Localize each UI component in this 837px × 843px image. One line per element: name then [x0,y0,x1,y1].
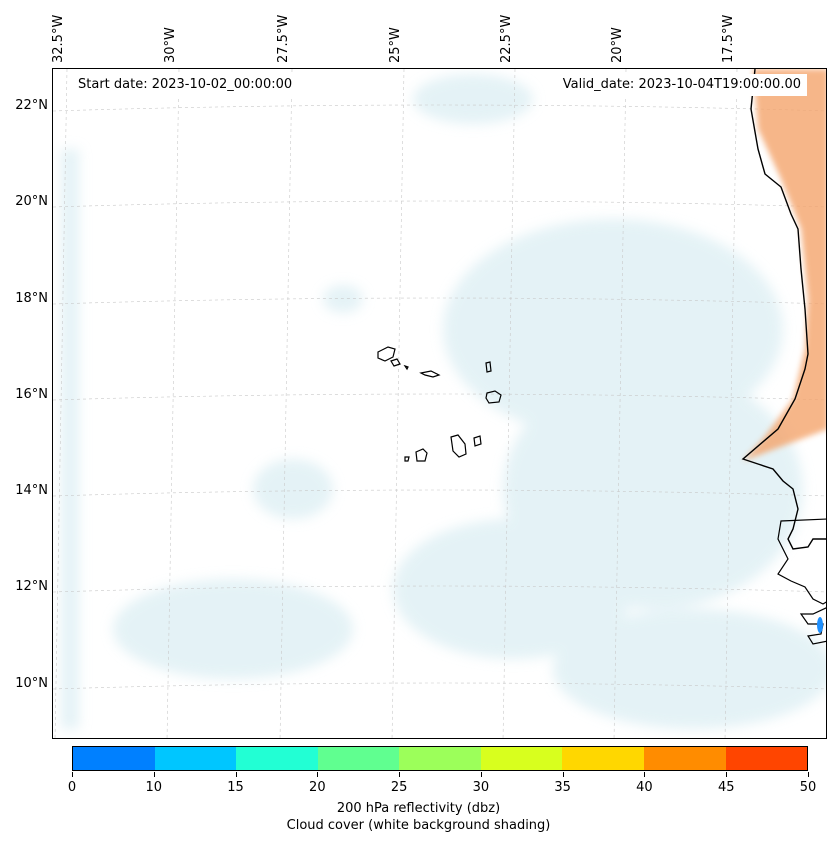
colorbar-tick [235,772,237,777]
lat-label: 14°N [15,483,48,498]
colorbar-segment [399,747,481,770]
lon-label: 22.5°W [499,14,514,63]
cloud-patch-mid [253,459,333,519]
colorbar-segment [154,747,237,770]
meridian-line [613,69,627,738]
reflectivity-echo-small [817,617,823,633]
colorbar-tick [317,772,319,777]
colorbar-tick [726,772,728,777]
cloud-patch-south-central [393,519,633,659]
parallel-line [53,393,826,401]
island-santiago [450,434,467,458]
parallel-line [53,297,826,305]
island-sal [485,361,492,373]
colorbar-tick [808,772,809,777]
colorbar-segment [562,747,644,770]
reflectivity-land-area [743,69,826,461]
parallel-line [53,489,826,497]
parallel-line [53,104,826,112]
cape-verde-islands [377,346,502,462]
colorbar-tick-label: 15 [227,780,244,795]
lat-label: 16°N [15,387,48,402]
island-boa-vista [485,390,502,404]
coastline-guinea-bissau [777,518,826,605]
cloud-cover-shading [61,74,826,729]
cloud-band-west [61,149,79,729]
cloud-patch-southwest [113,579,353,679]
island-maio [473,435,482,447]
colorbar-tick-label: 50 [799,780,817,795]
colorbar-segment [643,747,726,770]
meridian-line [391,69,405,738]
map-canvas [53,69,826,738]
colorbar-tick-label: 10 [145,780,163,795]
colorbar-tick-label: 45 [717,780,735,795]
colorbar-tick-label: 40 [636,780,653,795]
map-panel [52,68,827,739]
lon-label: 30°W [163,27,178,63]
colorbar-segment [725,747,808,770]
colorbar-tick [480,772,482,777]
colorbar-tick-label: 20 [309,780,326,795]
lon-label: 32.5°W [51,14,66,63]
cloud-patch-south [553,609,826,729]
lat-label: 18°N [15,291,48,306]
colorbar-tick-label: 25 [390,780,408,795]
lat-label: 20°N [15,194,48,209]
parallel-line [53,200,826,208]
colorbar-segment [73,747,155,770]
valid-date-label: Valid_date: 2023-10-04T19:00:00.00 [556,74,807,96]
meridian-line [724,69,738,738]
colorbar-segment [317,747,400,770]
meridian-line [279,69,293,738]
parallel-line [53,585,826,593]
meridian-line [54,69,68,738]
colorbar-tick [153,772,155,777]
island-fogo [415,448,428,462]
colorbar-tick-label: 0 [67,780,77,795]
meridian-line [502,69,516,738]
island-sao-vicente [390,358,401,367]
island-santo-antao [377,346,396,362]
lon-label: 25°W [388,27,403,63]
colorbar-tick-label: 35 [554,780,571,795]
colorbar-segment [236,747,318,770]
island-sao-nicolau [419,370,441,378]
lon-label: 17.5°W [721,14,736,63]
parallel-line [53,682,826,690]
colorbar-tick [399,772,401,777]
colorbar-segment [480,747,563,770]
graticule [53,69,826,738]
colorbar-tick [72,772,73,777]
cloud-patch-small [323,285,363,313]
start-date-label: Start date: 2023-10-02_00:00:00 [72,74,299,96]
lon-label: 20°W [610,27,625,63]
lon-label: 27.5°W [276,14,291,63]
coastline-guinea [799,607,826,645]
colorbar-tick-label: 30 [472,780,490,795]
lat-label: 10°N [15,676,48,691]
colorbar-label-reflectivity: 200 hPa reflectivity (dbz) [336,801,501,816]
meridian-line [166,69,180,738]
island-brava [404,456,410,462]
lat-label: 22°N [15,98,48,113]
colorbar-tick [644,772,646,777]
island-santa-luzia [403,364,409,371]
colorbar-label-cloud: Cloud cover (white background shading) [286,818,551,833]
colorbar-tick [562,772,564,777]
lat-label: 12°N [15,579,48,594]
cloud-patch-north [413,74,533,124]
coastline-africa [741,69,826,550]
colorbar [72,746,808,771]
